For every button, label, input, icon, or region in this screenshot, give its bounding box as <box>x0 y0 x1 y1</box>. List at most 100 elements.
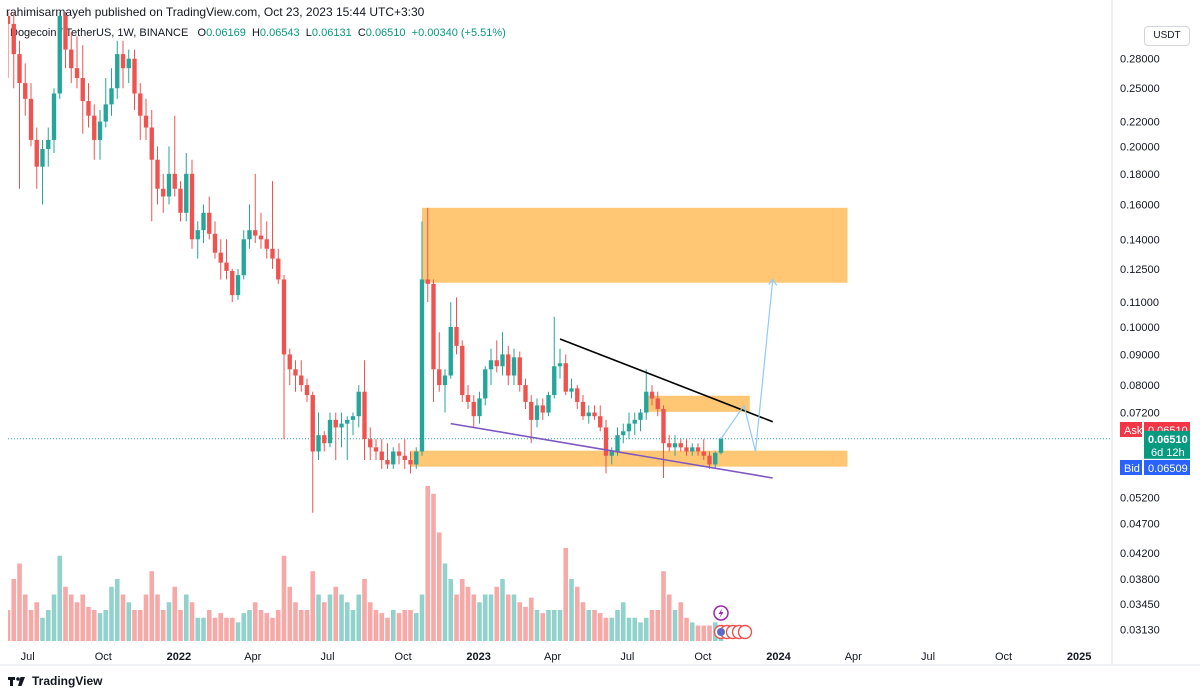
volume-bar <box>195 617 201 641</box>
candle-body <box>161 188 166 197</box>
candle-body <box>333 419 338 428</box>
high-label: H <box>251 27 260 39</box>
x-tick-label: Oct <box>694 651 711 663</box>
volume-bar <box>666 594 672 641</box>
y-tick-label: 0.09000 <box>1120 349 1160 361</box>
volume-bar <box>293 602 298 641</box>
candle-body <box>465 395 471 402</box>
volume-bar <box>91 610 97 641</box>
candle-body <box>442 375 448 386</box>
candle-body <box>86 101 91 116</box>
volume-bar <box>57 555 63 641</box>
candle-body <box>230 270 235 296</box>
volume-bar <box>356 594 362 641</box>
volume-bar <box>528 597 534 641</box>
candle-body <box>661 408 666 444</box>
volume-bar <box>287 586 293 641</box>
last-price-tag <box>1144 430 1190 459</box>
candle-body <box>310 395 315 452</box>
candle-body <box>621 431 626 436</box>
candle-body <box>592 412 597 417</box>
high-value: 0.06543 <box>259 27 300 39</box>
candle-body <box>74 68 80 79</box>
y-tick-label: 0.03450 <box>1120 599 1160 611</box>
candle-body <box>391 451 396 465</box>
candle-body <box>212 233 218 253</box>
candle-body <box>270 248 275 259</box>
volume-bar <box>183 594 189 641</box>
volume-bar <box>678 602 684 641</box>
candle-body <box>46 139 51 149</box>
candle-body <box>276 258 281 280</box>
volume-bar <box>275 610 281 641</box>
currency-button[interactable]: USDT <box>1144 26 1190 46</box>
candle-body <box>51 93 57 140</box>
candle-body <box>626 423 632 432</box>
volume-bar <box>63 586 68 641</box>
volume-bar <box>707 625 712 641</box>
volume-bar <box>396 613 402 641</box>
volume-bar <box>224 617 229 641</box>
tradingview-brand[interactable]: TradingView <box>32 674 103 688</box>
volume-bar <box>160 610 166 641</box>
candle-body <box>460 345 465 396</box>
volume-bar <box>655 610 661 641</box>
volume-bar <box>672 610 678 641</box>
volume-bar <box>321 602 327 641</box>
candle-body <box>339 423 344 428</box>
volume-bar <box>17 563 22 641</box>
volume-bar <box>632 617 638 641</box>
x-tick-label: 2023 <box>466 651 490 663</box>
candle-body <box>649 391 655 399</box>
bid-label: Bid <box>1124 463 1140 475</box>
volume-bar <box>103 610 109 641</box>
candle-body <box>615 435 620 452</box>
y-tick-label: 0.12500 <box>1120 264 1160 276</box>
candle-body <box>644 391 649 413</box>
candle-body <box>166 173 172 197</box>
volume-bar <box>436 532 442 641</box>
volume-bar <box>385 617 390 641</box>
y-tick-label: 0.07200 <box>1120 408 1160 420</box>
candle-body <box>373 447 379 452</box>
candle-body <box>678 443 683 448</box>
volume-bar <box>310 571 316 641</box>
volume-bar <box>477 602 482 641</box>
volume-bar <box>137 610 143 641</box>
descending-trendline <box>559 338 774 423</box>
candle-body <box>552 366 557 396</box>
open-value: 0.06169 <box>206 27 246 39</box>
candle-body <box>40 148 45 167</box>
volume-bar <box>241 613 247 641</box>
volume-bar <box>638 622 643 641</box>
y-tick-label: 0.20000 <box>1120 141 1160 153</box>
x-tick-label: Oct <box>395 651 412 663</box>
volume-bar <box>270 617 275 641</box>
y-tick-label: 0.11000 <box>1120 297 1159 309</box>
candle-body <box>701 451 706 456</box>
economic-event-icon <box>737 624 753 640</box>
volume-bar <box>22 594 28 641</box>
symbol-legend[interactable]: Dogecoin / TetherUS, 1W, BINANCE O0.0616… <box>10 27 506 39</box>
volume-bar <box>304 610 310 641</box>
volume-bar <box>419 594 425 641</box>
candle-body <box>557 363 563 367</box>
candle-body <box>11 23 16 55</box>
volume-bar <box>339 594 344 641</box>
volume-bar <box>448 579 454 641</box>
x-tick-label: 2025 <box>1067 651 1091 663</box>
symbol-title[interactable]: Dogecoin / TetherUS, 1W, BINANCE <box>10 27 189 39</box>
candle-body <box>563 363 568 392</box>
candle-body <box>362 391 367 440</box>
volume-bar <box>488 594 494 641</box>
y-tick-label: 0.04200 <box>1120 548 1160 560</box>
volume-bar <box>28 610 34 641</box>
volume-bar <box>471 594 477 641</box>
candle-body <box>345 419 350 424</box>
volume-bar <box>367 602 373 641</box>
candle-body <box>534 405 540 420</box>
candle-body <box>149 127 154 160</box>
volume-bar <box>569 579 574 641</box>
candle-body <box>316 435 321 452</box>
